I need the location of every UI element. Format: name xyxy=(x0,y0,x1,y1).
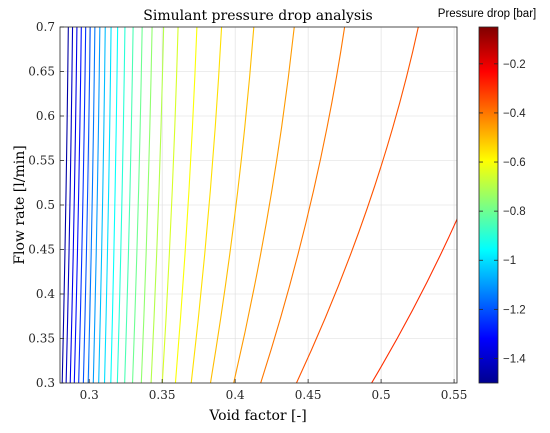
colorbar-tick-label: −1.4 xyxy=(503,353,526,365)
x-tick-label: 0.45 xyxy=(295,388,322,402)
colorbar xyxy=(478,26,499,384)
y-tick-label: 0.6 xyxy=(36,109,55,123)
y-tick-label: 0.7 xyxy=(36,20,55,34)
contour-line xyxy=(131,27,143,383)
x-tick-label: 0.3 xyxy=(80,388,99,402)
contour-line xyxy=(92,27,101,383)
contour-line xyxy=(161,27,179,383)
contour-line xyxy=(65,27,74,383)
colorbar-tick-label: −1.2 xyxy=(503,304,526,316)
y-tick-label: 0.3 xyxy=(36,376,55,390)
contour-line xyxy=(190,27,223,383)
chart-title: Simulant pressure drop analysis xyxy=(143,8,372,24)
contour-line xyxy=(73,27,82,383)
y-tick-label: 0.65 xyxy=(28,65,55,79)
y-tick-label: 0.55 xyxy=(28,154,55,168)
x-tick-label: 0.55 xyxy=(441,388,468,402)
contour-line xyxy=(116,27,126,383)
colorbar-tick-label: −1 xyxy=(503,255,516,267)
contour-line xyxy=(124,27,134,383)
colorbar-label: Pressure drop [bar] xyxy=(438,8,536,20)
contour-line xyxy=(209,27,255,383)
x-axis-label: Void factor [-] xyxy=(208,408,306,424)
colorbar-tick-label: −0.4 xyxy=(503,108,526,120)
y-tick-label: 0.35 xyxy=(28,332,55,346)
contour-line xyxy=(110,27,119,383)
contour-line xyxy=(98,27,106,383)
contour-line xyxy=(295,27,419,383)
contour-line xyxy=(150,27,165,383)
contour-line xyxy=(174,27,198,383)
contour-line xyxy=(260,27,346,383)
x-axis-ticks: 0.3 0.35 0.4 0.45 0.5 0.55 xyxy=(80,379,468,402)
x-tick-label: 0.5 xyxy=(372,388,391,402)
contour-line xyxy=(87,27,96,383)
y-tick-label: 0.5 xyxy=(36,198,55,212)
contour-line xyxy=(371,217,457,383)
y-axis-ticks: 0.3 0.35 0.4 0.45 0.5 0.55 0.6 0.65 0.7 xyxy=(28,20,64,390)
x-tick-label: 0.4 xyxy=(226,388,245,402)
contour-lines xyxy=(61,27,457,383)
colorbar-ticks: −1.4 −1.2 −1 −0.8 −0.6 −0.4 −0.2 xyxy=(479,59,526,365)
contour-line xyxy=(61,27,69,383)
colorbar-tick-label: −0.2 xyxy=(503,59,526,71)
colorbar-tick-label: −0.8 xyxy=(503,206,526,218)
x-tick-label: 0.35 xyxy=(149,388,176,402)
contour-line xyxy=(103,27,112,383)
contour-line xyxy=(69,27,78,383)
contour-line xyxy=(78,27,87,383)
y-tick-label: 0.45 xyxy=(28,243,55,257)
contour-line xyxy=(82,27,91,383)
colorbar-tick-label: −0.6 xyxy=(503,157,526,169)
contour-line xyxy=(233,27,295,383)
contour-line xyxy=(140,27,153,383)
y-tick-label: 0.4 xyxy=(36,287,55,301)
y-axis-label: Flow rate [l/min] xyxy=(12,145,28,264)
